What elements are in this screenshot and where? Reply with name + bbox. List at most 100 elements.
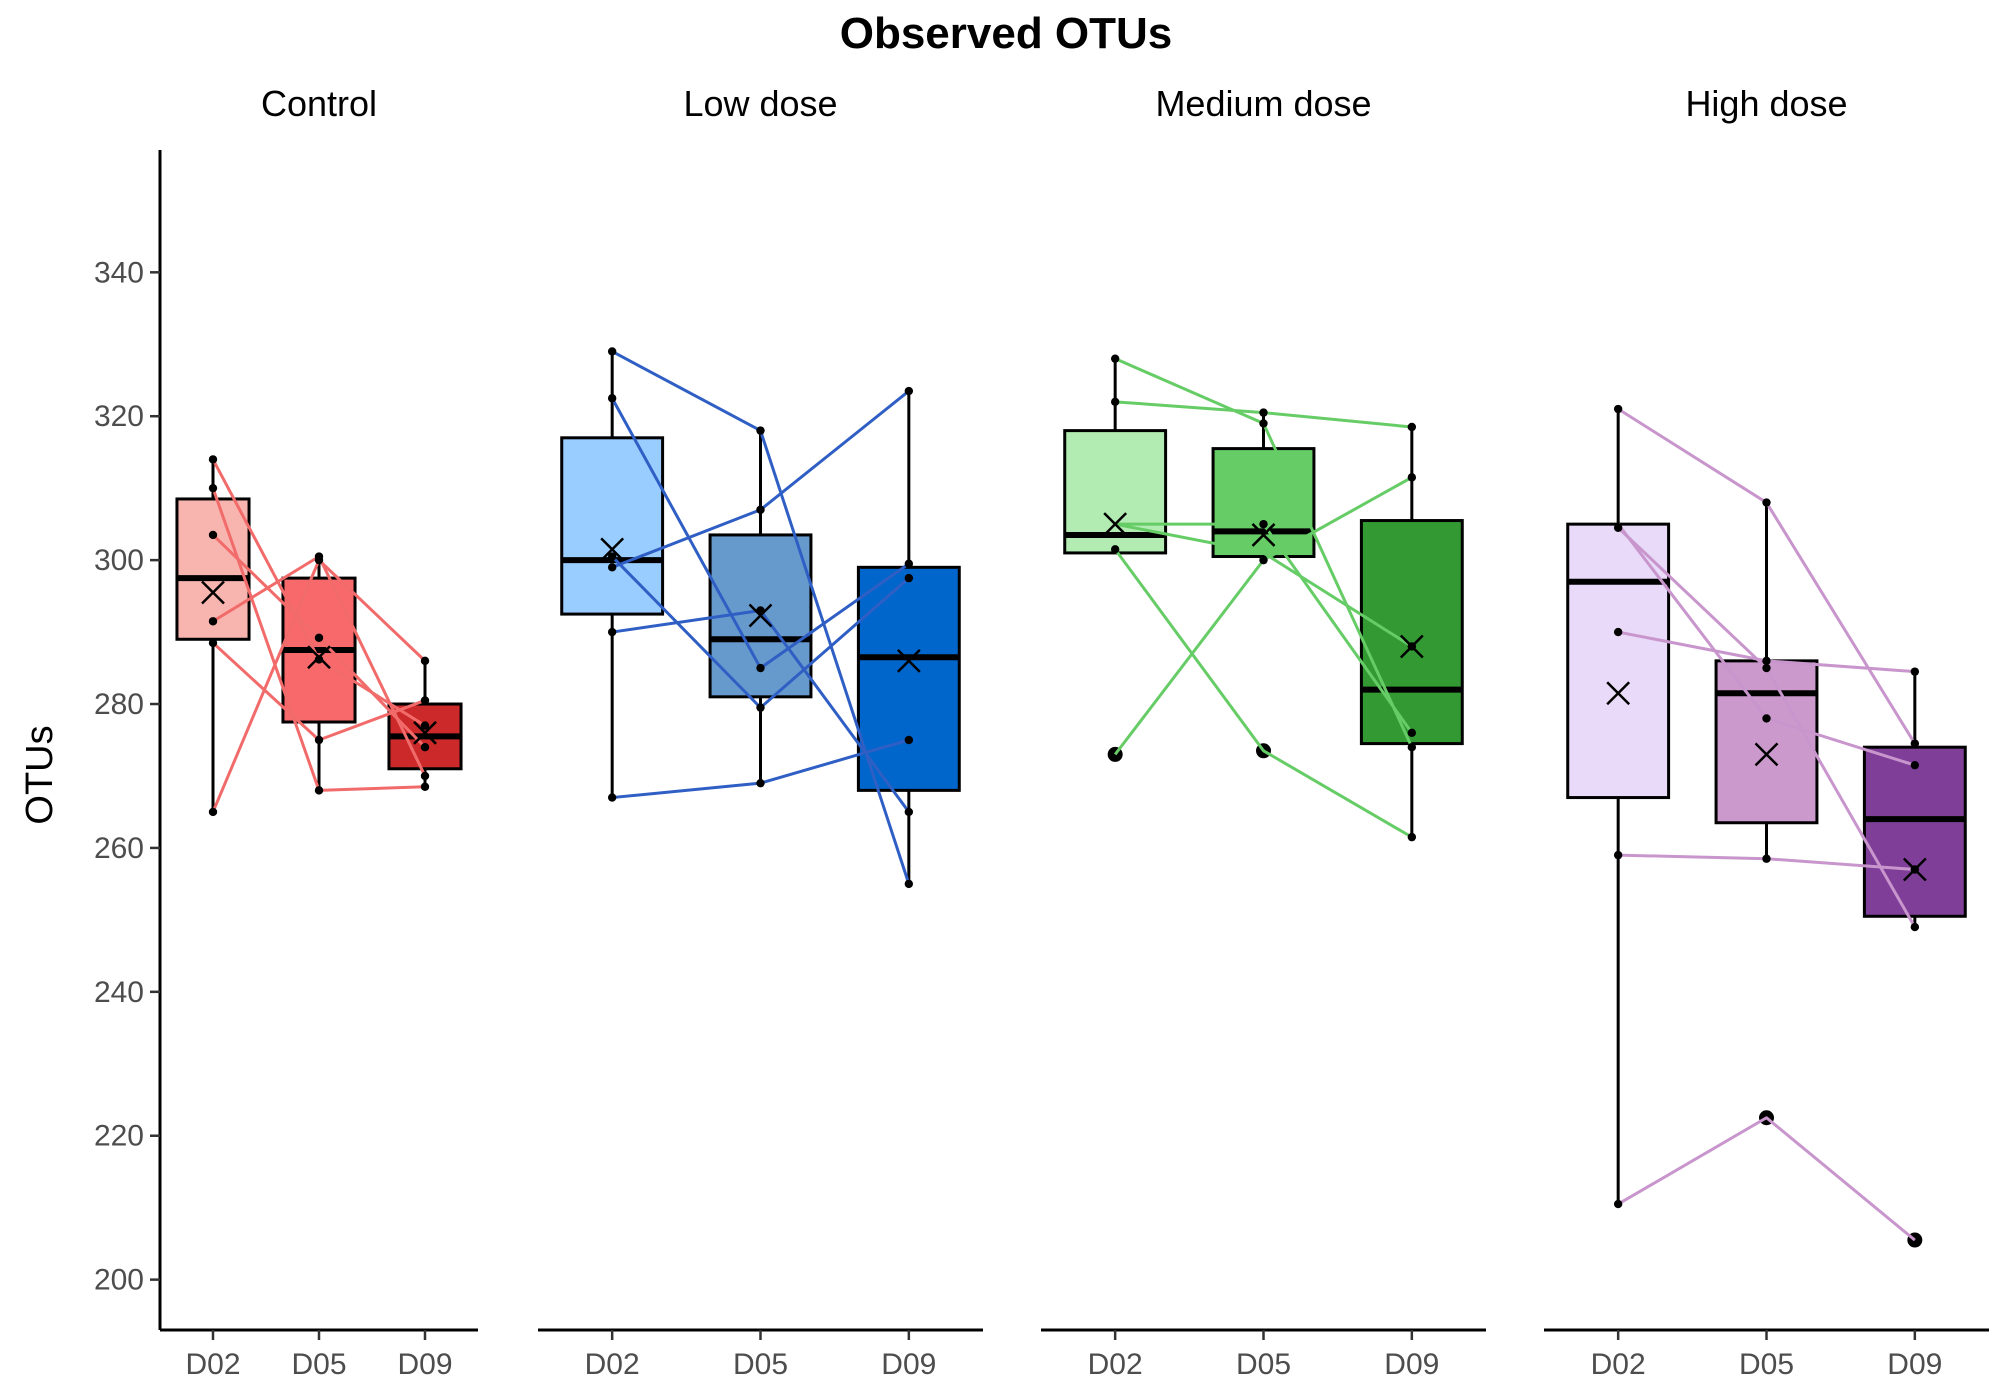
box-iqr [1359,519,1464,746]
x-tick-label: D05 [1739,1348,1794,1381]
data-point [1613,627,1623,637]
y-axis-label: OTUs [19,725,61,824]
data-point [607,394,617,403]
data-point [1110,397,1120,407]
x-tick-label: D09 [1384,1348,1439,1381]
data-point [1762,714,1771,723]
mean-marker [1902,857,1927,882]
box-d09 [1359,427,1464,838]
data-point [904,807,914,817]
data-point [1259,408,1268,417]
data-point [904,573,914,583]
data-point [1613,850,1623,860]
facet-strip-label: Control [261,83,377,124]
facet-strip-label: High dose [1685,83,1847,124]
box-iqr [1211,447,1316,559]
box-iqr [856,565,961,792]
x-tick-label: D05 [1236,1348,1291,1381]
box-d02 [1063,358,1168,762]
data-point [1407,422,1417,432]
data-point [314,735,324,745]
data-point [1407,832,1417,842]
data-point [420,656,430,666]
mean-marker [600,537,625,562]
mean-marker [1754,742,1779,767]
data-point [756,505,765,514]
data-point [1910,739,1920,748]
data-point [904,735,914,745]
mean-marker [1399,634,1424,659]
mean-marker [413,720,437,745]
y-tick-label: 320 [94,400,144,433]
data-point [1762,498,1771,507]
x-tick-label: D05 [733,1348,788,1381]
facet-control: Control D02 D05 D09 [160,83,478,1381]
facet-medium-dose: Medium dose D02 D05 D09 [1041,83,1486,1381]
data-point [756,663,765,673]
data-point [314,555,324,565]
mean-marker [1606,681,1631,706]
data-point [904,386,914,396]
data-point [756,426,765,435]
box-iqr [175,497,251,641]
data-point [1110,354,1120,363]
x-tick-label: D09 [397,1348,452,1381]
data-point [607,627,617,637]
mean-marker [896,648,921,673]
data-point [607,552,617,561]
mean-marker [201,580,225,605]
box-d05 [1211,412,1316,759]
data-point [420,771,430,781]
mean-marker [1251,523,1276,547]
facet-low-dose: Low dose D02 D05 D09 [538,83,983,1381]
subject-line [1114,522,1413,648]
subject-line [1617,1116,1916,1242]
data-point [1259,419,1268,428]
x-tick-label: D02 [585,1348,640,1381]
box-iqr [1714,659,1819,825]
facet-strip-label: Medium dose [1155,83,1371,124]
box-d09 [856,391,961,884]
x-tick-label: D02 [1088,1348,1143,1381]
data-point [904,559,914,568]
y-tick-label: 220 [94,1120,144,1153]
y-tick-label: 260 [94,832,144,865]
data-point [1613,1199,1623,1209]
y-tick-label: 280 [94,688,144,721]
y-tick-label: 200 [94,1264,144,1297]
x-tick-label: D05 [291,1348,346,1381]
box-d09 [1862,671,1967,1248]
data-point [1613,404,1623,414]
data-point [1259,555,1268,565]
y-tick-label: 300 [94,544,144,577]
data-point [208,617,218,626]
x-tick-label: D09 [881,1348,936,1381]
box-iqr [560,436,665,616]
data-point [1910,922,1920,932]
data-point [756,703,765,712]
data-point [208,638,218,648]
x-tick-label: D09 [1887,1348,1942,1381]
data-point [208,807,218,817]
facet-high-dose: High dose D02 D05 D09 [1544,83,1989,1381]
data-point [1762,854,1771,863]
data-point [607,563,617,572]
data-point [420,721,430,730]
data-point [1407,473,1417,482]
mean-marker [748,603,773,628]
data-point [756,778,765,788]
x-tick-label: D02 [1591,1348,1646,1381]
chart-title: Observed OTUs [840,9,1173,58]
data-point [607,793,617,802]
mean-marker [307,645,331,670]
mean-marker [1103,512,1128,537]
data-point [904,879,914,889]
y-axis: 200 220 240 260 280 300 320 340 [94,150,162,1330]
y-tick-label: 340 [94,256,144,289]
data-point [314,633,324,643]
facet-strip-label: Low dose [683,83,837,124]
data-point [607,347,617,356]
data-point [314,786,324,795]
box-d02 [175,459,251,812]
